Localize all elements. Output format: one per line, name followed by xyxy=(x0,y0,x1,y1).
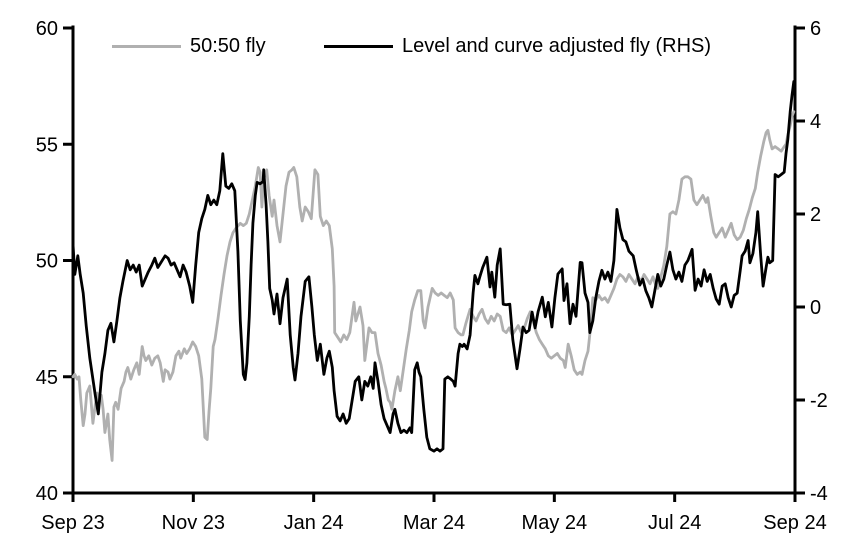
series-line-50-50-fly xyxy=(71,110,796,462)
x-axis-tick-label: Sep 24 xyxy=(763,512,826,534)
left-axis-tick-label: 55 xyxy=(36,134,58,156)
x-axis-tick-label: Sep 23 xyxy=(41,512,104,534)
left-axis-tick-label: 40 xyxy=(36,483,58,505)
right-axis-tick-label: 0 xyxy=(810,297,821,319)
left-axis-tick-label: 45 xyxy=(36,367,58,389)
right-axis-tick-label: 2 xyxy=(810,204,821,226)
x-axis-tick-label: May 24 xyxy=(522,512,588,534)
right-axis-tick-label: 6 xyxy=(810,18,821,40)
series-line-level-and-curve-adjusted-fly-rhs xyxy=(71,80,796,453)
x-axis-tick-label: Mar 24 xyxy=(403,512,465,534)
right-axis-tick-label: 4 xyxy=(810,111,821,133)
left-axis-tick-label: 60 xyxy=(36,18,58,40)
left-axis-tick-label: 50 xyxy=(36,251,58,273)
right-axis-tick-label: -2 xyxy=(810,390,828,412)
x-axis-tick-label: Jul 24 xyxy=(648,512,701,534)
x-axis-tick-label: Nov 23 xyxy=(162,512,225,534)
x-axis-tick-label: Jan 24 xyxy=(284,512,344,534)
right-axis-tick-label: -4 xyxy=(810,483,828,505)
